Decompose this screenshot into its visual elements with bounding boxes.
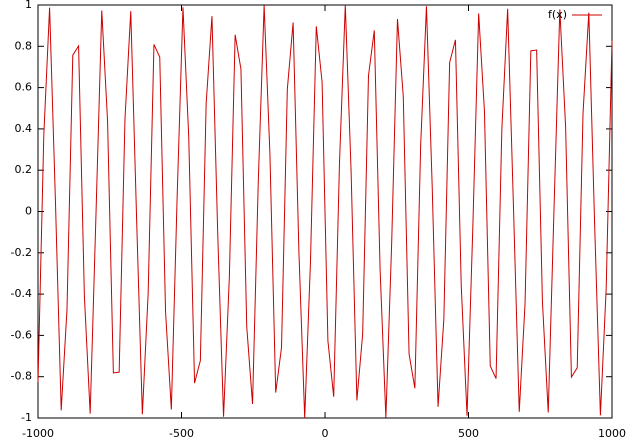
y-tick-label: -0.6 (11, 328, 32, 341)
y-tick-label: 0.2 (15, 163, 33, 176)
y-tick-label: 0.6 (15, 81, 33, 94)
data-line (37, 4, 613, 419)
legend-label: f(x) (548, 8, 567, 21)
y-tick-label: -0.8 (11, 370, 32, 383)
y-tick-label: -0.2 (11, 246, 32, 259)
y-tick-label: 1 (25, 0, 32, 11)
y-tick-label: 0 (25, 205, 32, 218)
x-tick-label: 500 (458, 427, 479, 440)
x-tick-label: 1000 (598, 427, 626, 440)
y-tick-label: 0.8 (15, 39, 33, 52)
x-tick-label: -500 (169, 427, 194, 440)
y-tick-label: -0.4 (11, 287, 32, 300)
x-tick-label: -1000 (22, 427, 54, 440)
y-tick-label: 0.4 (15, 122, 33, 135)
x-tick-label: 0 (322, 427, 329, 440)
y-tick-label: -1 (21, 411, 32, 424)
